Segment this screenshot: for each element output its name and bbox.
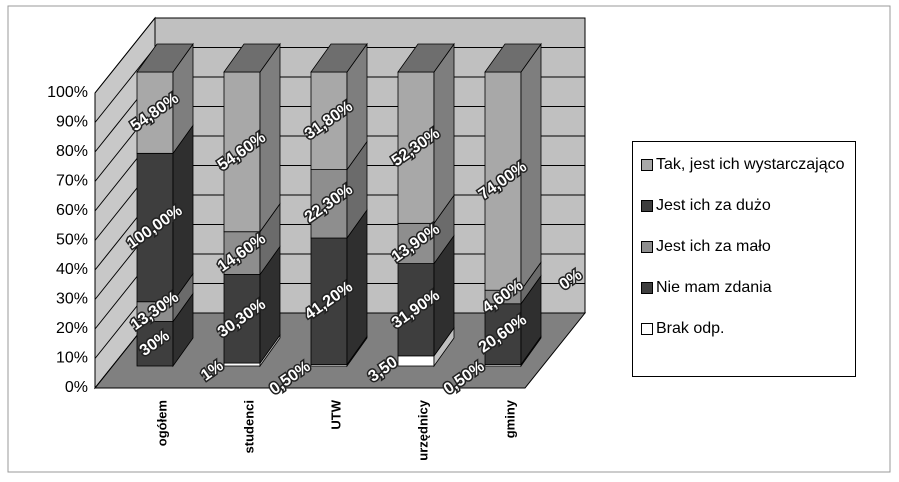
x-tick-label: studenci xyxy=(241,400,256,453)
y-tick-label: 0% xyxy=(65,379,88,396)
bar-segment xyxy=(397,222,435,264)
bar-segment xyxy=(136,152,174,303)
legend-entry: Tak, jest ich wystarczająco xyxy=(641,154,847,175)
legend-swatch xyxy=(641,159,653,171)
legend-label: Brak odp. xyxy=(656,320,725,337)
legend-entry: Jest ich za dużo xyxy=(641,195,847,216)
y-tick-label: 10% xyxy=(56,350,88,367)
legend-swatch xyxy=(641,282,653,294)
legend: Tak, jest ich wystarczająco Jest ich za d… xyxy=(632,141,856,377)
bar-segment xyxy=(223,231,261,275)
y-tick-label: 40% xyxy=(56,261,88,278)
bar-top xyxy=(136,43,194,73)
y-tick-label: 90% xyxy=(56,114,88,131)
grid-line xyxy=(94,17,585,94)
y-tick-label: 80% xyxy=(56,143,88,160)
bar-top xyxy=(223,43,281,73)
legend-swatch xyxy=(641,200,653,212)
legend-entry: Jest ich za mało xyxy=(641,236,847,257)
legend-label: Jest ich za mało xyxy=(656,238,771,255)
y-tick-label: 100% xyxy=(47,84,88,101)
bar-segment xyxy=(484,71,522,291)
x-tick-label: ogółem xyxy=(154,400,169,446)
legend-entry: Brak odp. xyxy=(641,318,847,339)
bar-segment xyxy=(397,355,435,367)
legend-swatch xyxy=(641,241,653,253)
y-tick-label: 20% xyxy=(56,320,88,337)
y-tick-label: 70% xyxy=(56,173,88,190)
legend-swatch xyxy=(641,323,653,335)
y-tick-label: 50% xyxy=(56,232,88,249)
x-tick-label: UTW xyxy=(328,399,343,429)
legend-label: Nie mam zdania xyxy=(656,279,772,296)
bar-top xyxy=(310,43,368,73)
bar-segment xyxy=(223,362,261,367)
bar-segment xyxy=(223,71,261,233)
x-tick-label: gminy xyxy=(502,399,517,438)
bar-top xyxy=(397,43,455,73)
legend-label: Tak, jest ich wystarczająco xyxy=(656,156,845,173)
legend-label: Jest ich za dużo xyxy=(656,197,771,214)
bar-top xyxy=(484,43,542,73)
legend-entry: Nie mam zdania xyxy=(641,277,847,298)
y-tick-label: 60% xyxy=(56,202,88,219)
x-tick-label: urzędnicy xyxy=(415,399,430,460)
y-tick-label: 30% xyxy=(56,291,88,308)
